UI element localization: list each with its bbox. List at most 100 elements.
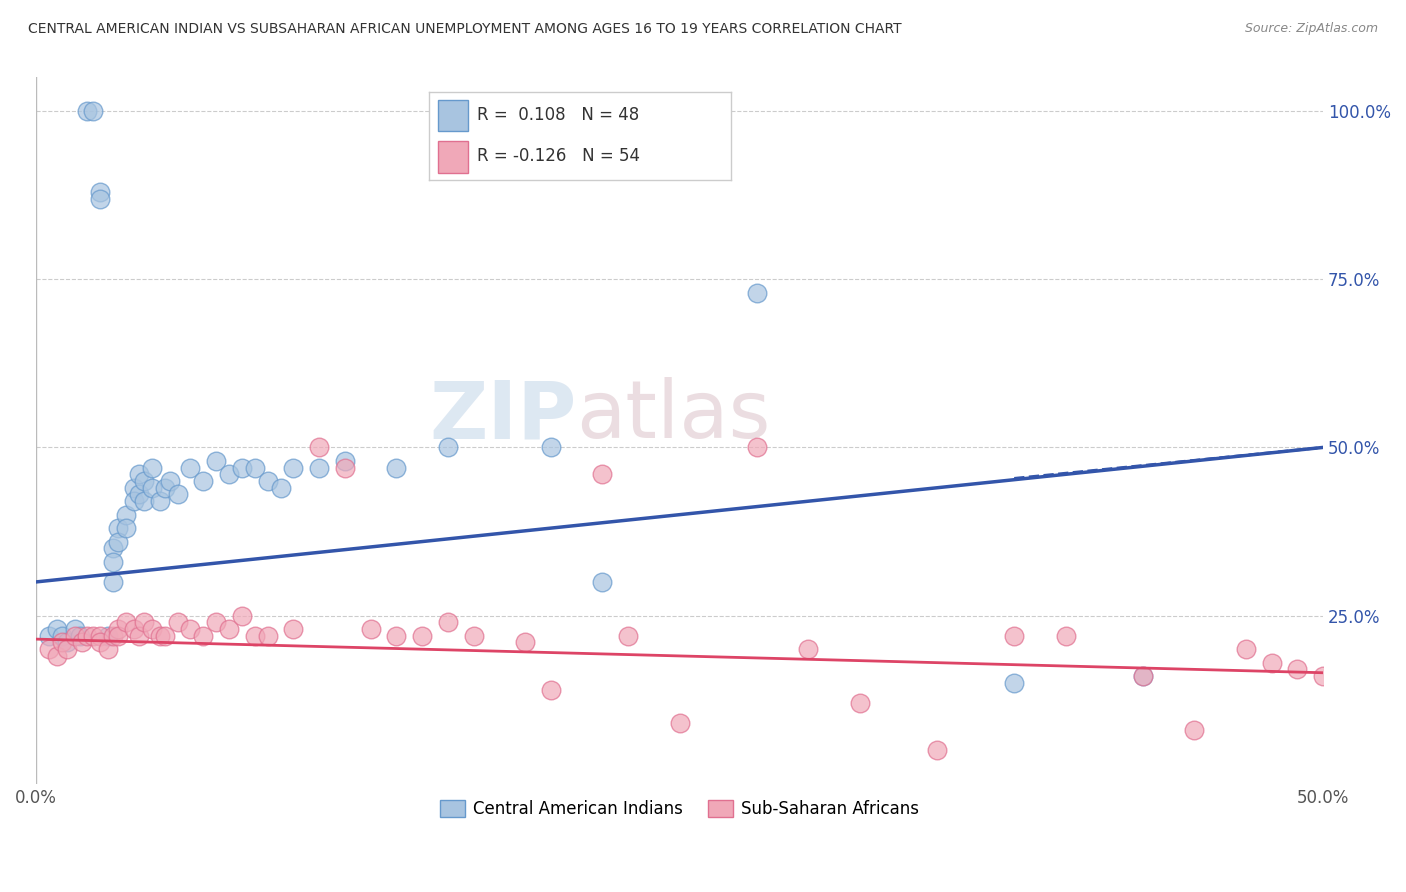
Point — [166, 487, 188, 501]
Text: atlas: atlas — [576, 377, 770, 456]
Point — [56, 635, 79, 649]
Point — [72, 635, 94, 649]
Point — [115, 508, 138, 522]
Point — [437, 441, 460, 455]
Point — [107, 521, 129, 535]
Point — [745, 285, 768, 300]
Point — [101, 574, 124, 589]
Point — [848, 696, 870, 710]
Point — [141, 481, 163, 495]
Legend: Central American Indians, Sub-Saharan Africans: Central American Indians, Sub-Saharan Af… — [433, 793, 927, 825]
Point — [97, 629, 120, 643]
Point — [115, 615, 138, 630]
Point — [132, 474, 155, 488]
Point — [218, 622, 240, 636]
Point — [797, 642, 820, 657]
Point — [128, 487, 150, 501]
Point — [107, 622, 129, 636]
Point — [132, 494, 155, 508]
Point — [283, 460, 305, 475]
Point — [256, 629, 278, 643]
Point — [1132, 669, 1154, 683]
Point — [231, 460, 253, 475]
Point — [463, 629, 485, 643]
Point — [132, 615, 155, 630]
Point — [270, 481, 292, 495]
Point — [107, 534, 129, 549]
Point — [148, 629, 170, 643]
Point — [283, 622, 305, 636]
Point — [122, 622, 145, 636]
Point — [76, 104, 98, 119]
Point — [153, 629, 176, 643]
Point — [89, 629, 111, 643]
Point — [205, 615, 228, 630]
Point — [513, 635, 536, 649]
Point — [122, 481, 145, 495]
Point — [925, 743, 948, 757]
Point — [218, 467, 240, 482]
Point — [148, 494, 170, 508]
Point — [128, 629, 150, 643]
Point — [193, 629, 215, 643]
Point — [56, 642, 79, 657]
Point — [82, 629, 104, 643]
Point — [101, 555, 124, 569]
Point — [1002, 629, 1025, 643]
Point — [193, 474, 215, 488]
Text: Source: ZipAtlas.com: Source: ZipAtlas.com — [1244, 22, 1378, 36]
Point — [411, 629, 433, 643]
Point — [256, 474, 278, 488]
Point — [617, 629, 640, 643]
Point — [141, 622, 163, 636]
Point — [141, 460, 163, 475]
Text: CENTRAL AMERICAN INDIAN VS SUBSAHARAN AFRICAN UNEMPLOYMENT AMONG AGES 16 TO 19 Y: CENTRAL AMERICAN INDIAN VS SUBSAHARAN AF… — [28, 22, 901, 37]
Point — [1002, 676, 1025, 690]
Point — [179, 460, 201, 475]
Point — [333, 460, 356, 475]
Point — [1286, 662, 1309, 676]
Point — [591, 467, 613, 482]
Point — [385, 460, 408, 475]
Point — [82, 104, 104, 119]
Point — [69, 629, 91, 643]
Point — [51, 629, 73, 643]
Point — [89, 185, 111, 199]
Point — [38, 629, 60, 643]
Point — [89, 635, 111, 649]
Point — [360, 622, 382, 636]
Point — [308, 460, 330, 475]
Point — [591, 574, 613, 589]
Point — [51, 635, 73, 649]
Point — [1132, 669, 1154, 683]
Point — [745, 441, 768, 455]
Point — [45, 622, 67, 636]
Point — [385, 629, 408, 643]
Point — [179, 622, 201, 636]
Point — [45, 648, 67, 663]
Point — [107, 629, 129, 643]
Point — [437, 615, 460, 630]
Point — [89, 192, 111, 206]
Point — [159, 474, 181, 488]
Point — [115, 521, 138, 535]
Point — [63, 622, 86, 636]
Point — [97, 642, 120, 657]
Point — [205, 454, 228, 468]
Point — [1184, 723, 1206, 737]
Point — [128, 467, 150, 482]
Point — [1312, 669, 1334, 683]
Point — [540, 682, 562, 697]
Point — [101, 629, 124, 643]
Point — [243, 629, 266, 643]
Point — [243, 460, 266, 475]
Point — [38, 642, 60, 657]
Point — [166, 615, 188, 630]
Point — [333, 454, 356, 468]
Point — [122, 494, 145, 508]
Point — [1054, 629, 1077, 643]
Point — [668, 716, 690, 731]
Point — [63, 629, 86, 643]
Point — [540, 441, 562, 455]
Point — [308, 441, 330, 455]
